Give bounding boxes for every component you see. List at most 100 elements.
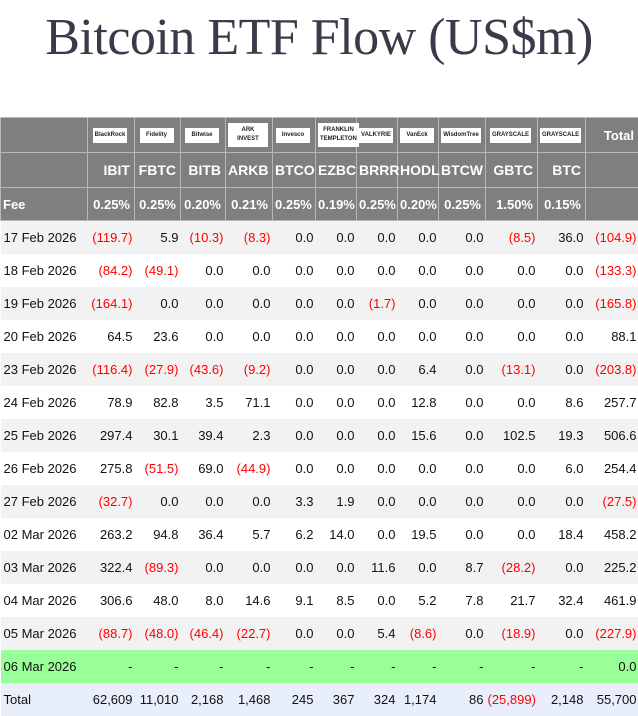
flow-value: (48.0) [135, 617, 181, 650]
issuer-logo-gbtc: GRAYSCALE [490, 128, 531, 143]
flow-value: 0.0 [538, 485, 586, 518]
flow-value: 64.5 [88, 320, 135, 353]
ticker-header: HODL [398, 153, 439, 188]
flow-value: 0.0 [486, 485, 538, 518]
flow-value: 5.2 [398, 584, 439, 617]
flow-value: 367 [316, 683, 357, 716]
flow-value: 263.2 [88, 518, 135, 551]
row-date: 04 Mar 2026 [1, 584, 88, 617]
row-date: 23 Feb 2026 [1, 353, 88, 386]
row-total: 461.9 [586, 584, 638, 617]
flow-value: 7.8 [439, 584, 486, 617]
ticker-header: BITB [181, 153, 226, 188]
flow-value: (164.1) [88, 287, 135, 320]
flow-value: 1,174 [398, 683, 439, 716]
flow-value: (116.4) [88, 353, 135, 386]
flow-value: (8.6) [398, 617, 439, 650]
flow-value: 0.0 [398, 221, 439, 255]
issuer-logo-cell: GRAYSCALE [486, 118, 538, 153]
ticker-header: BTC [538, 153, 586, 188]
flow-value: 297.4 [88, 419, 135, 452]
row-total: (27.5) [586, 485, 638, 518]
flow-value: 0.0 [439, 353, 486, 386]
row-total: (133.3) [586, 254, 638, 287]
flow-value: - [357, 650, 398, 683]
flow-value: 0.0 [316, 353, 357, 386]
flow-value: 86 [439, 683, 486, 716]
flow-value: 3.3 [273, 485, 316, 518]
ticker-header: GBTC [486, 153, 538, 188]
row-total: 88.1 [586, 320, 638, 353]
flow-value: 0.0 [316, 551, 357, 584]
flow-value: 8.7 [439, 551, 486, 584]
ticker-header: IBIT [88, 153, 135, 188]
flow-value: 0.0 [357, 452, 398, 485]
flow-value: (27.9) [135, 353, 181, 386]
fee-row: Fee 0.25%0.25%0.20%0.21%0.25%0.19%0.25%0… [1, 188, 638, 221]
flow-value: 0.0 [398, 551, 439, 584]
issuer-logo-cell: GRAYSCALE [538, 118, 586, 153]
flow-value: 0.0 [226, 320, 273, 353]
flow-value: 2,148 [538, 683, 586, 716]
fee-value: 0.15% [538, 188, 586, 221]
flow-value: 102.5 [486, 419, 538, 452]
flow-value: 8.5 [316, 584, 357, 617]
flow-value: 71.1 [226, 386, 273, 419]
issuer-logo-ibit: BlackRock [93, 128, 128, 143]
flow-value: 6.0 [538, 452, 586, 485]
flow-value: (8.3) [226, 221, 273, 255]
corner-cell [1, 153, 88, 188]
row-date: 05 Mar 2026 [1, 617, 88, 650]
flow-value: 0.0 [273, 353, 316, 386]
flow-value: 0.0 [357, 386, 398, 419]
flow-value: (22.7) [226, 617, 273, 650]
flow-value: 0.0 [316, 254, 357, 287]
row-date: 18 Feb 2026 [1, 254, 88, 287]
issuer-logo-ezbc: FRANKLIN TEMPLETON [318, 123, 359, 147]
fee-value: 0.25% [135, 188, 181, 221]
flow-value: (88.7) [88, 617, 135, 650]
issuer-logo-btcw: WisdomTree [441, 128, 481, 143]
flow-value: 0.0 [181, 320, 226, 353]
issuer-logo-brrr: VALKYRIE [359, 128, 393, 143]
row-date: 03 Mar 2026 [1, 551, 88, 584]
ticker-header: BTCO [273, 153, 316, 188]
flow-value: - [273, 650, 316, 683]
flow-value: 6.4 [398, 353, 439, 386]
flow-value: 0.0 [538, 617, 586, 650]
row-total: 257.7 [586, 386, 638, 419]
flow-value: - [181, 650, 226, 683]
row-date: 19 Feb 2026 [1, 287, 88, 320]
flow-value: 0.0 [486, 254, 538, 287]
fee-value: 1.50% [486, 188, 538, 221]
flow-value: 0.0 [486, 386, 538, 419]
flow-value: 0.0 [273, 320, 316, 353]
flow-value: 0.0 [439, 485, 486, 518]
fee-value: 0.20% [398, 188, 439, 221]
flow-value: 322.4 [88, 551, 135, 584]
flow-value: 19.3 [538, 419, 586, 452]
issuer-logo-cell: Fidelity [135, 118, 181, 153]
flow-value: 32.4 [538, 584, 586, 617]
flow-value: (32.7) [88, 485, 135, 518]
flow-value: 11,010 [135, 683, 181, 716]
flow-value: 69.0 [181, 452, 226, 485]
flow-value: 5.9 [135, 221, 181, 255]
flow-value: 82.8 [135, 386, 181, 419]
flow-value: 2,168 [181, 683, 226, 716]
flow-value: 0.0 [226, 254, 273, 287]
flow-value: 0.0 [316, 452, 357, 485]
corner-cell [1, 118, 88, 153]
flow-value: 0.0 [486, 452, 538, 485]
row-total: (227.9) [586, 617, 638, 650]
flow-value: 0.0 [226, 485, 273, 518]
